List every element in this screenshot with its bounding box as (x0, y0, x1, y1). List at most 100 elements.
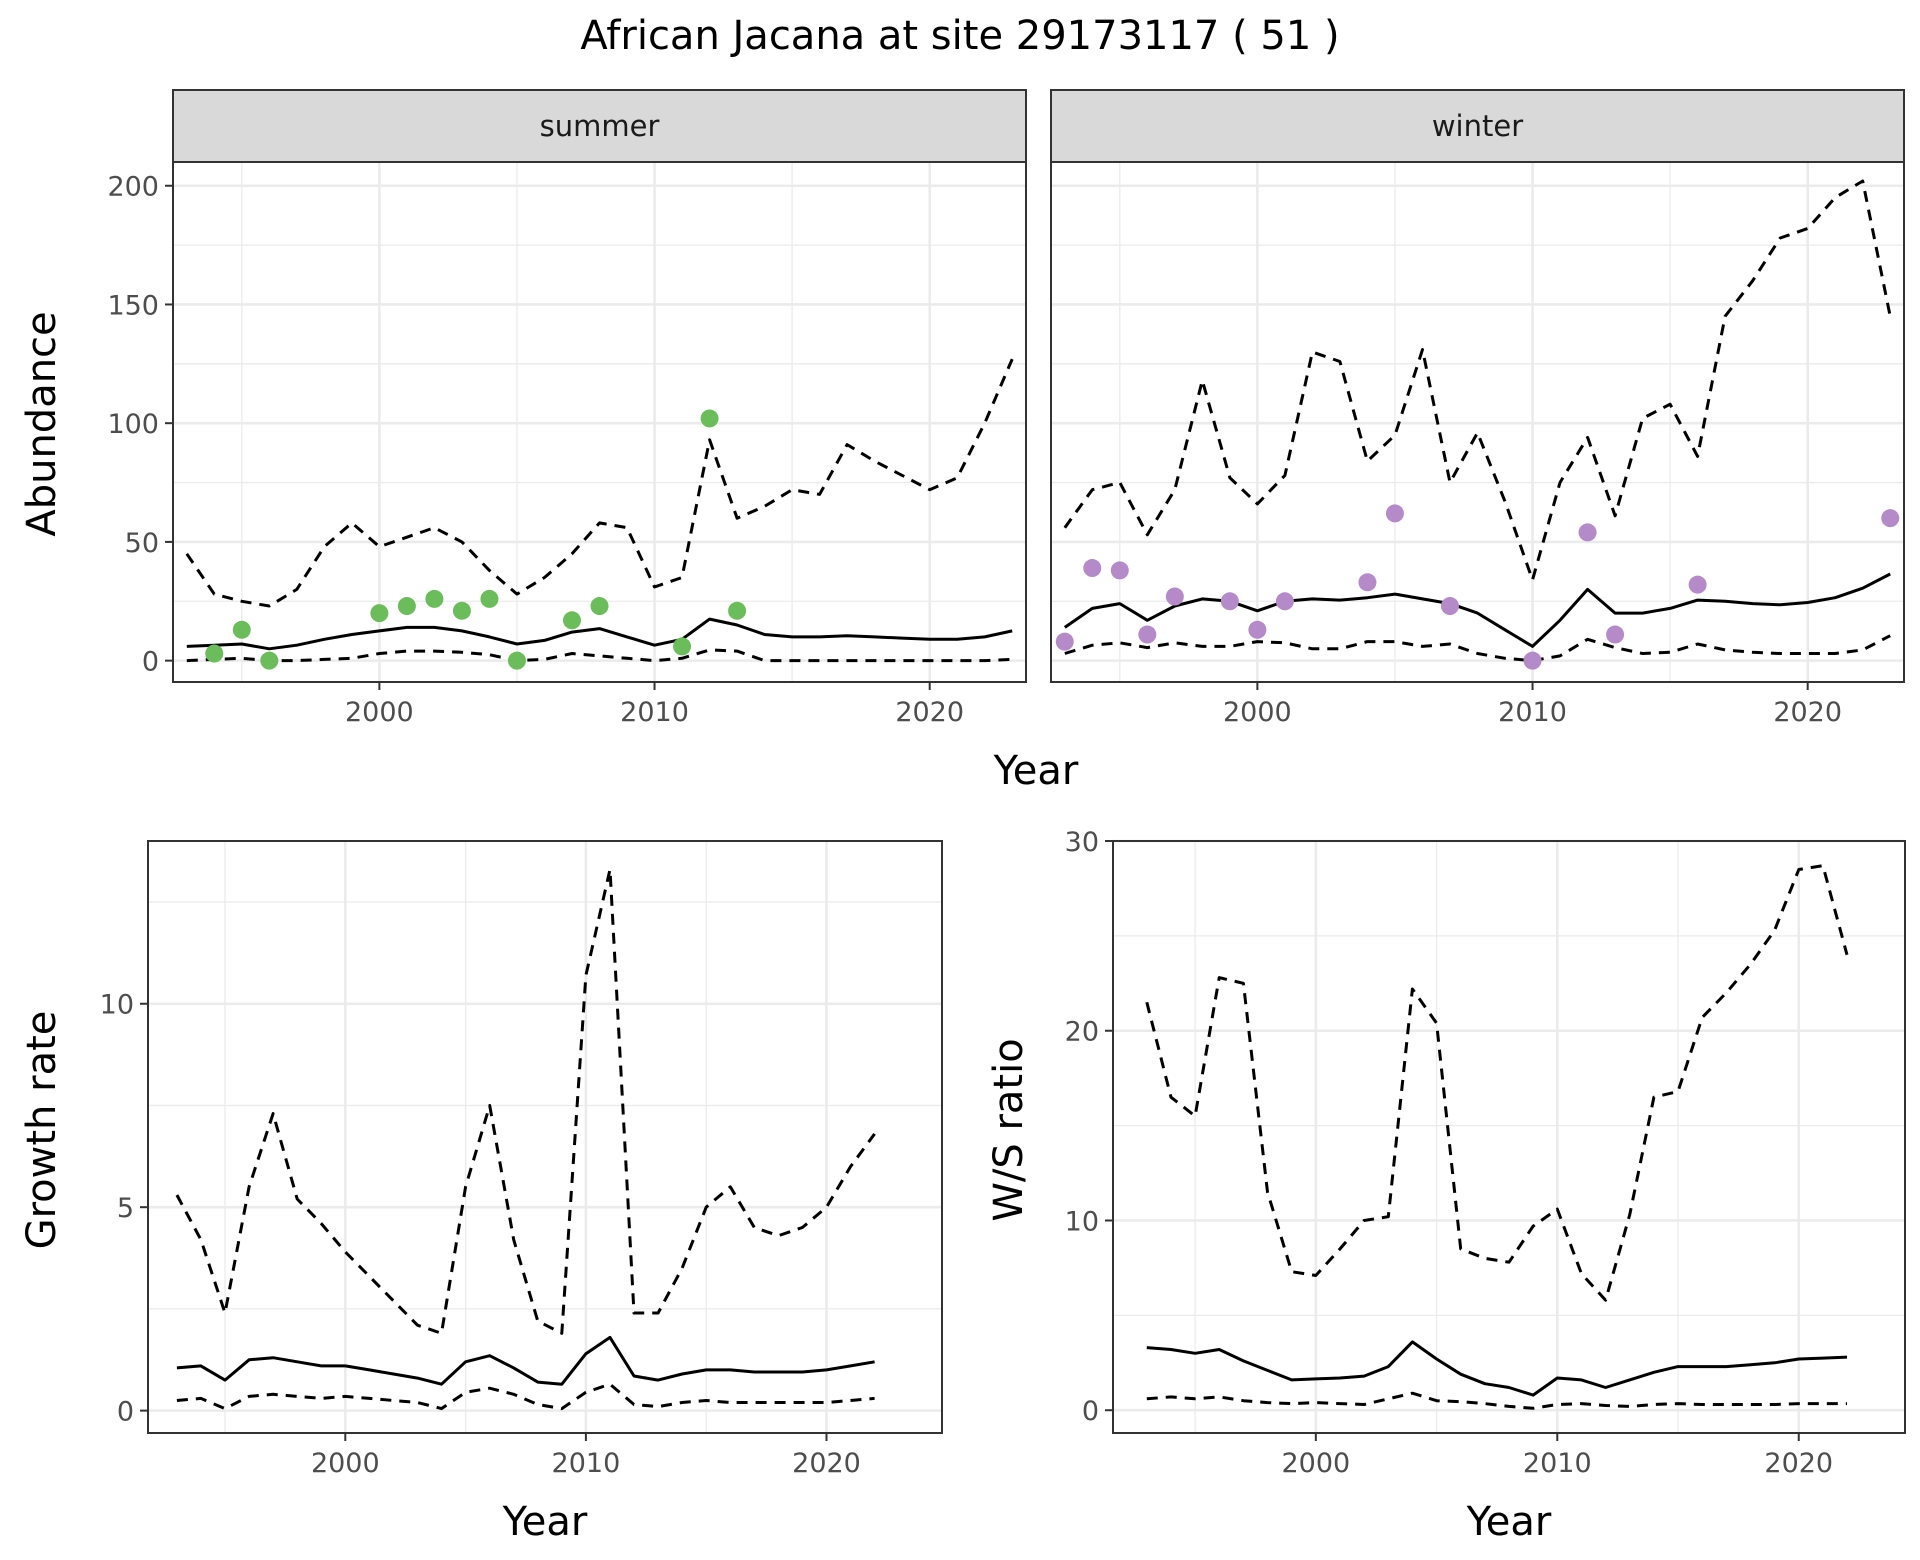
summer-data-point (480, 589, 499, 608)
winter-x-tick-label: 2020 (1773, 697, 1842, 728)
ratio-y-axis: 0 10 20 30 (1065, 827, 1113, 1427)
winter-data-point (1440, 597, 1459, 616)
winter-data-point (1165, 587, 1184, 606)
growth-y-tick-label: 5 (117, 1193, 134, 1224)
ratio-y-tick-label: 10 (1065, 1206, 1099, 1237)
summer-facet: summer (172, 89, 1027, 683)
summer-panel-border (172, 161, 1027, 683)
growth-dashed-line-2 (176, 1382, 875, 1411)
summer-data-point (452, 601, 471, 620)
summer-y-tick-label: 50 (125, 528, 159, 559)
abundance-chart: Abundance Year summer winter 0 50 100 150 20… (19, 89, 1905, 794)
winter-data-point (1523, 651, 1542, 670)
growth-dashed-line-1 (175, 868, 876, 1335)
summer-x-tick-label: 2010 (620, 697, 689, 728)
winter-data-point (1220, 592, 1239, 611)
summer-y-tick-label: 200 (107, 172, 159, 203)
winter-data-point (1275, 592, 1294, 611)
ws-ratio-chart: W/S ratio Year 0 10 20 30 2000 2010 2020 (986, 827, 1906, 1545)
ratio-y-tick-label: 30 (1065, 827, 1099, 858)
ratio-x-axis: 2000 2010 2020 (1281, 1433, 1833, 1479)
summer-data-point (700, 409, 719, 428)
ratio-x-tick-label: 2010 (1523, 1448, 1592, 1479)
ratio-dashed-line-2 (1146, 1391, 1847, 1410)
summer-data-point (397, 597, 416, 616)
summer-solid-line-0 (186, 617, 1013, 651)
winter-data-point (1358, 573, 1377, 592)
summer-y-tick-label: 0 (142, 647, 159, 678)
summer-data-point (425, 589, 444, 608)
winter-data-point (1606, 625, 1625, 644)
winter-facet: winter (1050, 89, 1905, 683)
summer-data-point (260, 651, 279, 670)
summer-data-point (370, 604, 389, 623)
figure-title: African Jacana at site 29173117 ( 51 ) (580, 13, 1339, 59)
winter-data-point (1688, 575, 1707, 594)
ratio-panel-border (1112, 840, 1906, 1434)
winter-data-point (1055, 632, 1074, 651)
winter-solid-line-0 (1063, 572, 1891, 648)
summer-plot-area (172, 161, 1027, 683)
abundance-y-axis-title: Abundance (19, 311, 65, 536)
winter-dashed-line-1 (1063, 179, 1892, 582)
summer-dashed-line-2 (186, 648, 1013, 663)
summer-y-tick-label: 100 (107, 409, 159, 440)
summer-data-point (205, 644, 224, 663)
growth-x-tick-label: 2010 (552, 1448, 621, 1479)
winter-data-point (1083, 559, 1102, 578)
ratio-y-axis-title: W/S ratio (986, 1038, 1032, 1221)
winter-data-point (1385, 504, 1404, 523)
growth-y-tick-label: 0 (117, 1397, 134, 1428)
ratio-plot-area (1112, 839, 1906, 1434)
summer-data-point (232, 620, 251, 639)
growth-x-tick-label: 2000 (311, 1448, 380, 1479)
winter-x-axis: 2000 2010 2020 (1223, 682, 1842, 728)
summer-data-point (562, 611, 581, 630)
winter-x-tick-label: 2010 (1498, 697, 1567, 728)
summer-strip (172, 89, 1027, 163)
growth-solid-line-0 (176, 1335, 875, 1386)
growth-y-axis-title: Growth rate (19, 1011, 65, 1250)
ratio-panel-background (1113, 841, 1905, 1433)
summer-dashed-line-1 (185, 358, 1014, 608)
summer-data-point (728, 601, 747, 620)
ratio-solid-line-0 (1146, 1340, 1848, 1397)
winter-plot-area (1050, 161, 1905, 683)
winter-strip-label: winter (1432, 109, 1523, 143)
winter-data-point (1110, 561, 1129, 580)
summer-x-tick-label: 2000 (345, 697, 414, 728)
ratio-x-tick-label: 2000 (1281, 1448, 1350, 1479)
summer-x-tick-label: 2020 (895, 697, 964, 728)
winter-strip (1050, 89, 1905, 163)
winter-data-point (1138, 625, 1157, 644)
ratio-dashed-line-1 (1145, 864, 1849, 1302)
growth-x-axis: 2000 2010 2020 (311, 1433, 861, 1479)
abundance-y-axis: 0 50 100 150 200 (107, 172, 173, 678)
winter-data-point (1578, 523, 1597, 542)
growth-x-tick-label: 2020 (792, 1448, 861, 1479)
growth-rate-chart: Growth rate Year 0 5 10 2000 2010 2020 (19, 840, 943, 1545)
winter-x-tick-label: 2000 (1223, 697, 1292, 728)
winter-dashed-line-2 (1064, 634, 1891, 663)
summer-data-point (590, 597, 609, 616)
summer-x-axis: 2000 2010 2020 (345, 682, 964, 728)
summer-data-point (507, 651, 526, 670)
winter-data-point (1248, 620, 1267, 639)
growth-y-tick-label: 10 (100, 990, 134, 1021)
ratio-x-tick-label: 2020 (1764, 1448, 1833, 1479)
ratio-x-axis-title: Year (1466, 1499, 1552, 1545)
growth-x-axis-title: Year (502, 1499, 588, 1545)
summer-strip-label: summer (540, 109, 660, 143)
winter-panel-border (1050, 161, 1905, 683)
growth-panel-border (147, 840, 943, 1434)
growth-plot-area (147, 840, 943, 1434)
abundance-x-axis-title: Year (993, 748, 1079, 794)
growth-panel-background (148, 841, 942, 1433)
summer-data-point (673, 637, 692, 656)
growth-y-axis: 0 5 10 (100, 990, 148, 1428)
ratio-y-tick-label: 20 (1065, 1017, 1099, 1048)
winter-data-point (1881, 509, 1900, 528)
ratio-y-tick-label: 0 (1082, 1396, 1099, 1427)
summer-y-tick-label: 150 (107, 290, 159, 321)
